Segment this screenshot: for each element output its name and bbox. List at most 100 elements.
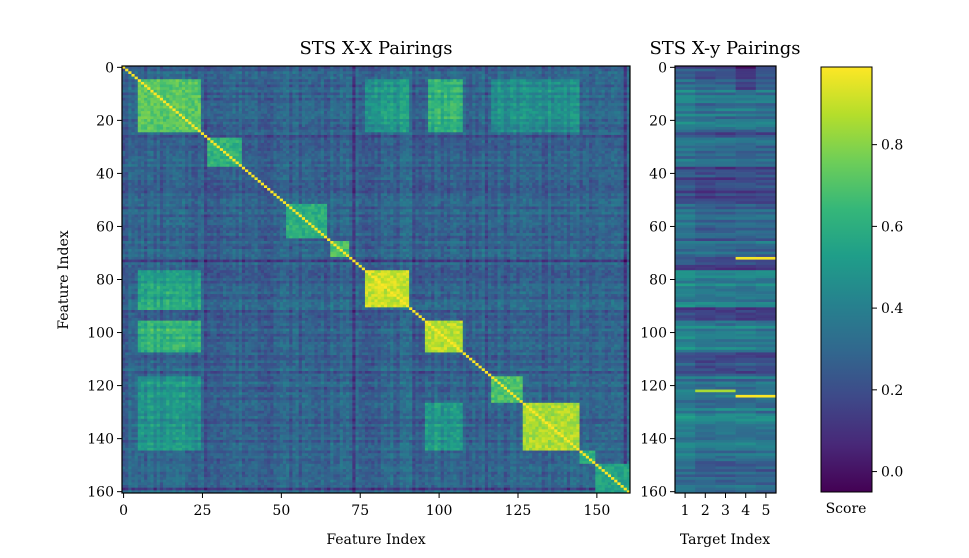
xx-cell xyxy=(238,97,243,101)
xx-cell xyxy=(238,71,243,75)
xx-cell xyxy=(311,100,315,104)
xx-cell xyxy=(469,105,473,109)
xx-cell xyxy=(188,111,192,115)
xx-cell xyxy=(469,100,473,104)
xx-cell xyxy=(222,105,227,109)
xx-cell xyxy=(488,116,492,120)
xx-cell xyxy=(213,127,218,130)
xx-cell xyxy=(623,100,628,104)
xx-cell xyxy=(623,137,628,141)
xx-cell xyxy=(364,116,369,120)
xx-cell xyxy=(226,76,230,80)
xx-cell xyxy=(620,111,625,115)
xx-cell xyxy=(573,97,577,101)
xx-cell xyxy=(626,140,631,144)
xx-cell xyxy=(229,100,233,104)
xx-cell xyxy=(465,89,470,93)
xx-cell xyxy=(588,113,593,117)
xx-cell xyxy=(475,95,479,99)
xx-cell xyxy=(604,73,609,77)
xx-cell xyxy=(374,132,378,136)
xx-cell xyxy=(122,87,126,91)
xx-cell xyxy=(607,116,612,120)
xx-cell xyxy=(516,95,520,99)
xx-cell xyxy=(194,97,199,101)
xx-cell xyxy=(298,68,303,72)
xx-cell xyxy=(128,89,132,93)
xx-cell xyxy=(374,95,378,99)
xx-cell xyxy=(503,73,508,77)
xx-cell xyxy=(547,137,552,141)
xx-cell xyxy=(323,121,328,125)
xx-cell xyxy=(450,142,454,146)
xx-cell xyxy=(320,103,325,107)
xx-cell xyxy=(128,137,132,141)
xx-cell xyxy=(232,134,236,138)
xx-cell xyxy=(226,92,230,96)
xx-cell xyxy=(409,76,413,80)
xx-cell xyxy=(573,71,577,75)
xx-cell xyxy=(595,116,599,120)
xx-cell xyxy=(611,73,615,77)
xx-cell xyxy=(390,79,394,83)
xx-cell xyxy=(582,73,587,77)
xx-cell xyxy=(412,68,416,72)
xx-cell xyxy=(390,137,394,141)
xx-cell xyxy=(292,87,296,91)
xx-cell xyxy=(330,87,334,91)
xx-cell xyxy=(346,71,350,75)
xx-cell xyxy=(465,145,470,149)
xx-cell xyxy=(153,111,158,115)
xx-cell xyxy=(380,95,385,99)
xx-cell xyxy=(219,127,224,130)
xx-cell xyxy=(232,92,236,96)
xx-cell xyxy=(368,100,372,104)
xx-cell xyxy=(557,92,561,96)
xx-cell xyxy=(446,137,451,141)
xx-cell xyxy=(270,76,274,80)
xx-cell xyxy=(519,71,524,75)
xx-cell xyxy=(513,124,517,128)
xx-cell xyxy=(314,79,318,83)
xx-cell xyxy=(525,145,530,149)
xx-cell xyxy=(172,134,176,138)
xx-cell xyxy=(301,145,306,149)
xx-cell xyxy=(484,142,489,146)
xx-cell xyxy=(387,127,391,130)
xx-cell xyxy=(437,97,442,101)
xx-cell xyxy=(393,134,397,138)
xx-cell xyxy=(557,124,561,128)
xx-cell xyxy=(144,113,148,117)
xx-cell xyxy=(585,81,590,85)
xx-cell xyxy=(314,113,318,117)
xx-cell xyxy=(257,137,262,141)
xx-cell xyxy=(289,121,293,125)
xx-cell xyxy=(456,129,460,133)
xx-cell xyxy=(150,100,154,104)
xx-cell xyxy=(535,142,539,146)
xx-cell xyxy=(579,79,584,83)
xx-cell xyxy=(352,68,356,72)
xx-cell xyxy=(270,103,274,107)
xx-cell xyxy=(529,73,533,77)
xx-cell xyxy=(529,121,533,125)
xx-cell xyxy=(128,121,132,125)
xx-cell xyxy=(623,66,628,69)
xx-cell xyxy=(469,79,473,83)
xx-cell xyxy=(390,105,394,109)
xx-cell xyxy=(387,71,391,75)
xx-cell xyxy=(440,92,445,96)
xx-cell xyxy=(251,81,255,85)
xx-cell xyxy=(481,134,486,138)
xx-cell xyxy=(491,95,495,99)
xx-cell xyxy=(279,66,284,69)
xx-cell xyxy=(446,108,451,112)
xx-cell xyxy=(229,68,233,72)
xx-cell xyxy=(216,140,221,144)
xx-cell xyxy=(273,79,277,83)
xx-cell xyxy=(377,108,382,112)
xx-cell xyxy=(465,95,470,99)
xx-cell xyxy=(551,124,555,128)
xx-cell xyxy=(393,103,397,107)
xx-cell xyxy=(122,71,126,75)
